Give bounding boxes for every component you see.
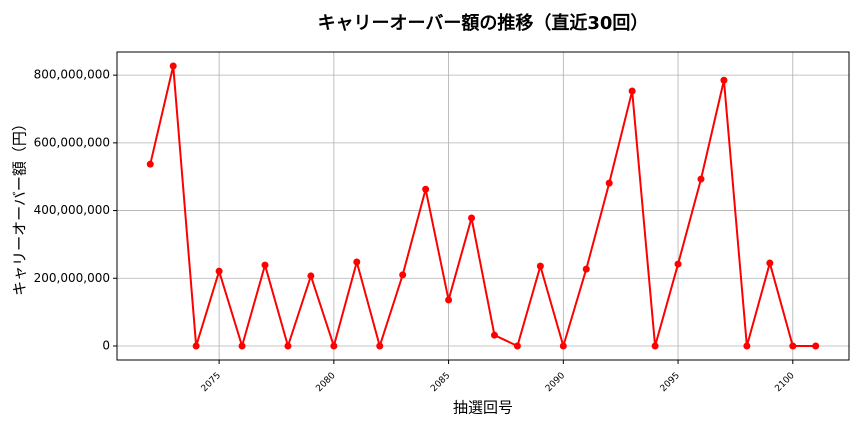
x-axis-label: 抽選回号: [453, 399, 513, 417]
chart-title: キャリーオーバー額の推移（直近30回）: [318, 12, 649, 34]
series-line: [149, 65, 816, 350]
point: [376, 342, 384, 350]
point: [812, 342, 820, 350]
point: [536, 262, 544, 270]
point: [215, 267, 223, 275]
point: [743, 342, 751, 350]
point: [605, 179, 613, 187]
point: [697, 175, 705, 183]
plot-frame: [116, 51, 850, 361]
y-tick-label: 400,000,000: [34, 203, 110, 217]
point: [169, 62, 177, 70]
point: [559, 342, 567, 350]
point: [445, 296, 453, 304]
y-tick-label: 0: [102, 339, 110, 353]
point: [789, 342, 797, 350]
point: [238, 342, 246, 350]
point: [720, 76, 728, 84]
point: [192, 342, 200, 350]
point: [513, 342, 521, 350]
point: [651, 342, 659, 350]
point: [261, 261, 269, 269]
point: [468, 214, 476, 222]
point: [490, 331, 498, 339]
y-tick-label: 200,000,000: [34, 271, 110, 285]
y-tick-label: 600,000,000: [34, 135, 110, 149]
point: [307, 272, 315, 280]
y-axis-label: キャリーオーバー額（円）: [11, 116, 29, 296]
point: [284, 342, 292, 350]
point: [422, 185, 430, 193]
point: [674, 260, 682, 268]
point: [399, 271, 407, 279]
point: [582, 265, 590, 273]
point: [628, 87, 636, 95]
y-tick-label: 800,000,000: [34, 68, 110, 82]
point: [353, 258, 361, 266]
point: [146, 160, 154, 168]
point: [330, 342, 338, 350]
point: [766, 259, 774, 267]
